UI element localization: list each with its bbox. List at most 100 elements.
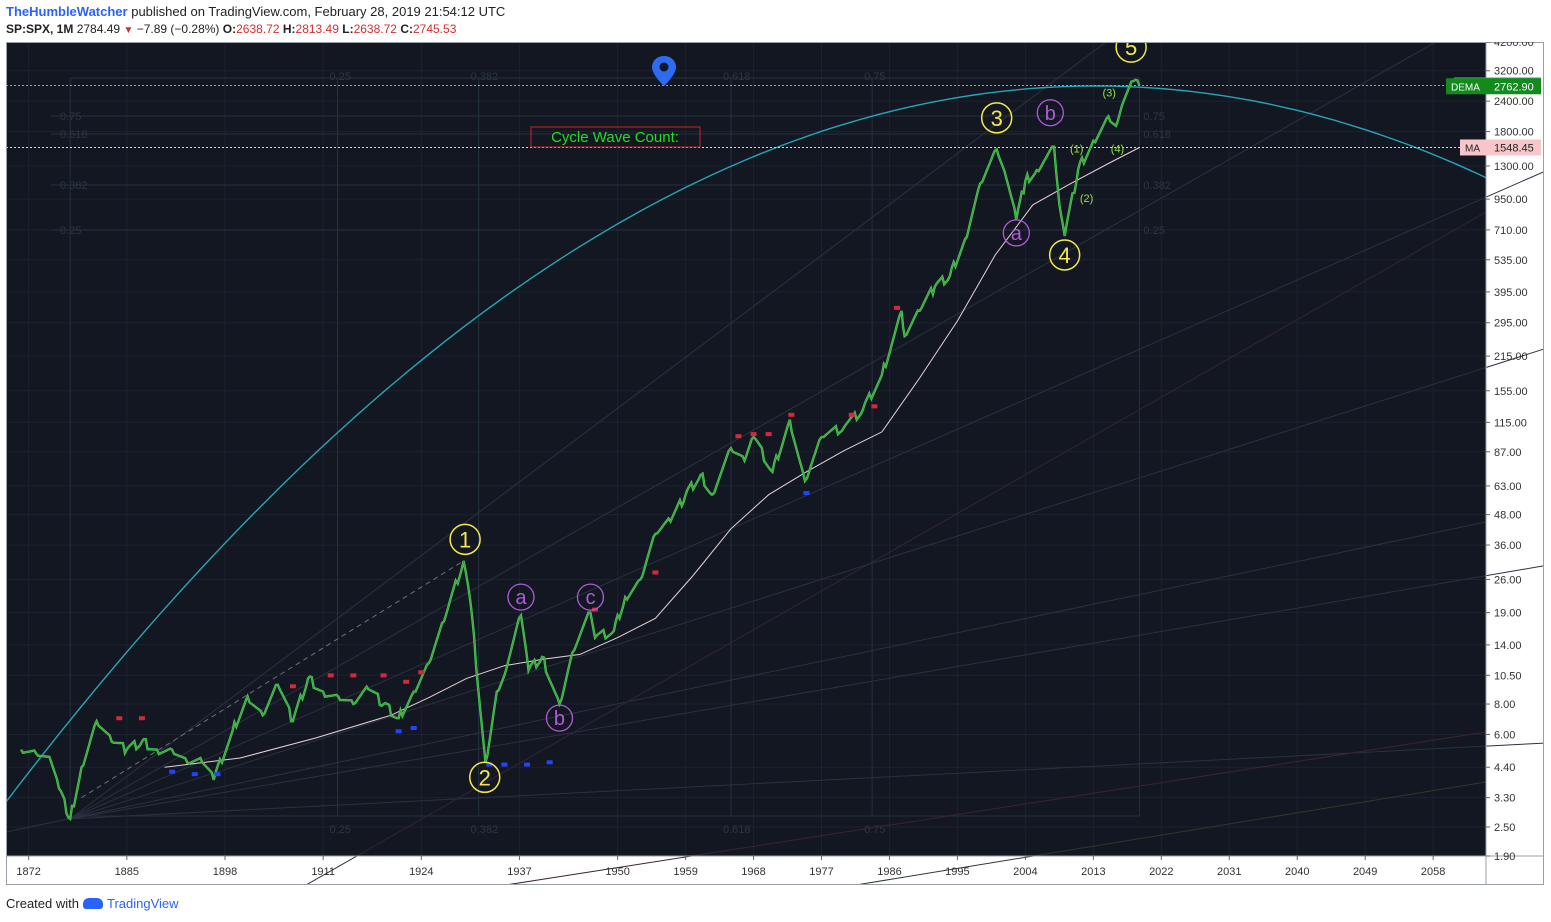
- cycle-parabola: [6, 85, 1487, 803]
- y-tick-label: 215.00: [1494, 351, 1528, 363]
- fib-label-right: 0.25: [1143, 225, 1164, 237]
- fan-line: [69, 171, 1544, 820]
- pivot-high-marker: [418, 670, 425, 675]
- wave-label: 2: [468, 761, 501, 794]
- annotation-text: Cycle Wave Count:: [551, 129, 679, 146]
- wave-label-circle: [576, 583, 605, 611]
- pivot-low-marker: [524, 762, 531, 767]
- fib-label-left: 0.382: [60, 180, 88, 192]
- open-value: 2638.72: [236, 22, 280, 36]
- x-tick-label: 1977: [809, 866, 833, 878]
- x-tick-label: 1885: [115, 866, 139, 878]
- y-tick-label: 295.00: [1494, 318, 1528, 330]
- fib-label-left: 0.25: [60, 225, 81, 237]
- x-tick-label: 2022: [1149, 866, 1173, 878]
- x-tick-label: 1924: [409, 866, 433, 878]
- high-value: 2813.49: [295, 22, 339, 36]
- wave-label-circle: [449, 523, 481, 556]
- low-value: 2638.72: [353, 22, 397, 36]
- fib-label-bottom: 0.382: [471, 824, 499, 836]
- fan-line: [69, 42, 1107, 820]
- fan-line: [70, 348, 1544, 820]
- price-tag: MA 1548.45: [1460, 139, 1541, 156]
- fib-label-right: 0.382: [1143, 180, 1171, 192]
- x-tick-label: 1995: [945, 866, 969, 878]
- wave-label-circle: [980, 102, 1013, 134]
- wave-label: 3: [980, 102, 1013, 134]
- x-tick-label: 1898: [213, 866, 237, 878]
- wave-label: b: [1036, 99, 1064, 127]
- price-tag-name: DEMA: [1451, 82, 1480, 93]
- plot-area: [6, 42, 1486, 856]
- pivot-high-marker: [735, 434, 742, 439]
- pivot-high-marker: [765, 432, 772, 437]
- fan-line: [70, 742, 1544, 820]
- fib-label-top: 0.618: [723, 71, 751, 83]
- fib-label-right: 0.618: [1143, 129, 1171, 141]
- chart-border: [6, 42, 1544, 885]
- x-tick-label: 1911: [311, 866, 335, 878]
- price-tag-name: MA: [1465, 143, 1480, 154]
- x-tick-label: 2049: [1353, 866, 1377, 878]
- y-tick-label: 26.00: [1494, 574, 1522, 586]
- pivot-high-marker: [403, 679, 410, 684]
- wave-label-text: (3): [1102, 88, 1115, 100]
- price-tag-value: 2762.90: [1494, 81, 1534, 93]
- channel-line: [305, 211, 1487, 885]
- y-tick-label: 3.30: [1494, 793, 1515, 805]
- price-tag: DEMA 2762.90: [1446, 78, 1541, 95]
- y-tick-label: 6.00: [1494, 729, 1515, 741]
- x-tick-label: 1937: [507, 866, 531, 878]
- publish-header: TheHumbleWatcher published on TradingVie…: [6, 4, 505, 19]
- x-tick-label: 1959: [673, 866, 697, 878]
- y-tick-label: 155.00: [1494, 386, 1528, 398]
- tradingview-logo-icon: [82, 898, 103, 909]
- pivot-low-marker: [546, 760, 553, 765]
- y-tick-label: 2.50: [1494, 822, 1515, 834]
- y-tick-label: 8.00: [1494, 699, 1515, 711]
- annotation-border: [530, 126, 701, 148]
- publish-info: published on TradingView.com, February 2…: [131, 4, 506, 19]
- x-tick-label: 2040: [1285, 866, 1309, 878]
- tradingview-link[interactable]: TradingView: [106, 896, 179, 911]
- x-tick-label: 1872: [16, 866, 40, 878]
- x-tick-label: 1968: [741, 866, 765, 878]
- pivot-high-marker: [788, 412, 795, 417]
- wave-label-text: (4): [1111, 144, 1124, 156]
- y-tick-label: 63.00: [1494, 481, 1522, 493]
- x-tick-label: 1950: [605, 866, 629, 878]
- y-tick-label: 950.00: [1494, 194, 1528, 206]
- y-tick-label: 115.00: [1494, 417, 1527, 429]
- pivot-low-marker: [410, 725, 417, 730]
- pivot-high-marker: [871, 404, 878, 409]
- wave-label-text: 3: [991, 106, 1003, 131]
- y-tick-label: 48.00: [1494, 510, 1522, 522]
- wave-label-text: c: [585, 587, 595, 609]
- wave-label: 5: [1115, 42, 1147, 63]
- wave-label: (2): [1080, 193, 1093, 205]
- wave-label-text: b: [554, 708, 565, 730]
- wave-label-text: 5: [1125, 42, 1137, 60]
- price-tag-bg: [1460, 139, 1541, 156]
- pivot-low-marker: [803, 491, 810, 496]
- price-chart[interactable]: 0.25 0.382 0.618 0.75 0.25 0.382 0.618 0.75 0.75…: [6, 42, 1544, 885]
- wave-label-circle: [545, 704, 574, 732]
- y-tick-label: 1300.00: [1494, 161, 1534, 173]
- pivot-high-marker: [289, 684, 296, 689]
- pivot-low-marker: [191, 772, 198, 777]
- high-label: H:: [282, 22, 296, 36]
- spx-series-shadow: [20, 79, 1140, 820]
- x-tick-label: 2031: [1217, 866, 1241, 878]
- pivot-high-marker: [327, 673, 334, 678]
- author-link[interactable]: TheHumbleWatcher: [6, 4, 128, 19]
- fib-label-bottom: 0.618: [723, 824, 751, 836]
- wave-label-text: (2): [1080, 193, 1093, 205]
- y-tick-label: 36.00: [1494, 540, 1522, 552]
- down-triangle-icon: ▼: [123, 25, 134, 36]
- wave-label-circle: [1115, 42, 1147, 63]
- wave-label-circle: [468, 761, 501, 794]
- location-pin-icon: [652, 56, 676, 86]
- x-tick-label: 1986: [877, 866, 901, 878]
- wave-label: c: [576, 583, 605, 611]
- y-tick-label: 2400.00: [1494, 96, 1534, 108]
